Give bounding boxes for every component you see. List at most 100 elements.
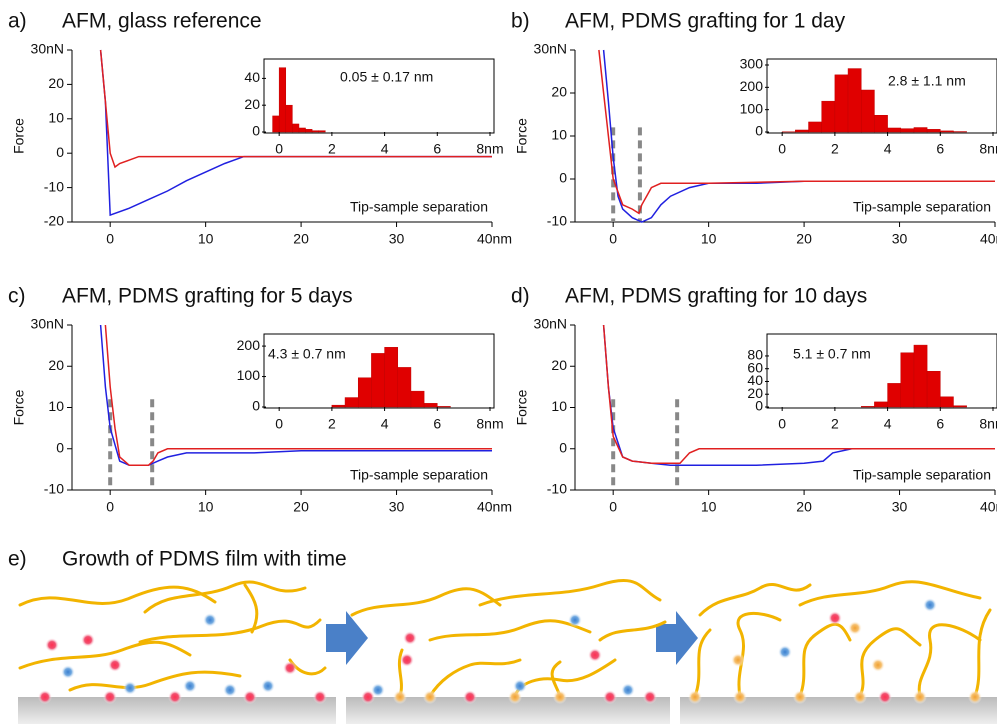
x-tick-label: 20 <box>293 499 309 515</box>
inset-x-tick-label: 2 <box>831 141 839 157</box>
molecule <box>243 690 257 704</box>
curve <box>99 324 492 467</box>
x-tick-label: 20 <box>796 231 812 247</box>
inset-x-tick-label: 4 <box>381 141 389 157</box>
inset-y-tick-label: 40 <box>244 69 260 85</box>
inset-y-tick-label: 0 <box>755 123 763 139</box>
inset-x-tick-label: 6 <box>936 416 944 432</box>
molecule <box>778 645 792 659</box>
inset-annotation: 4.3 ± 0.7 nm <box>268 346 346 362</box>
molecules <box>38 598 982 704</box>
inset-x-tick-label: 8nm <box>979 416 997 432</box>
x-tick-label: 20 <box>293 231 309 247</box>
x-tick-label: 40nm <box>980 499 997 515</box>
arrow <box>326 611 368 665</box>
molecule <box>508 690 522 704</box>
molecule <box>913 690 927 704</box>
molecule <box>123 681 137 695</box>
x-tick-label: 30 <box>892 231 908 247</box>
histogram-bar <box>900 128 915 133</box>
inset-y-tick-label: 20 <box>747 385 763 401</box>
histogram-bar <box>305 129 313 133</box>
y-axis-label: Force <box>514 118 530 154</box>
chain <box>68 670 242 692</box>
panel-title: AFM, glass reference <box>62 10 262 33</box>
chain <box>478 579 662 607</box>
inset-y-tick-label: 60 <box>747 359 763 375</box>
molecule <box>923 598 937 612</box>
molecule <box>393 690 407 704</box>
x-tick-label: 10 <box>198 231 214 247</box>
molecule <box>871 658 885 672</box>
molecule <box>603 690 617 704</box>
molecule <box>45 638 59 652</box>
histogram-bar <box>860 406 875 408</box>
y-tick-label: 30nN <box>31 316 64 332</box>
inset-x-tick-label: 6 <box>936 141 944 157</box>
chain <box>973 608 992 698</box>
chain <box>693 628 712 698</box>
y-tick-label: -10 <box>44 481 64 497</box>
inset-x-tick-label: 0 <box>275 141 283 157</box>
inset-x-tick-label: 0 <box>275 416 283 432</box>
inset-y-tick-label: 0 <box>755 398 763 414</box>
histogram-bar <box>821 100 836 133</box>
curve <box>602 324 995 464</box>
chain <box>243 583 259 634</box>
x-tick-label: 40nm <box>477 499 512 515</box>
molecule <box>183 679 197 693</box>
histogram-bar <box>795 129 809 133</box>
molecule <box>371 683 385 697</box>
histogram-bar <box>298 127 306 133</box>
y-tick-label: 0 <box>559 170 567 186</box>
inset-frame <box>263 58 495 134</box>
chain <box>138 618 322 644</box>
x-tick-label: 40nm <box>980 231 997 247</box>
chain <box>798 580 982 607</box>
y-tick-label: 20 <box>551 357 567 373</box>
molecule <box>621 683 635 697</box>
histogram-bar <box>318 130 326 133</box>
panel-title: AFM, PDMS grafting for 5 days <box>62 285 353 308</box>
molecule <box>423 690 437 704</box>
schematic <box>18 579 997 724</box>
chain <box>428 658 522 698</box>
inset-x-tick-label: 8nm <box>979 141 997 157</box>
histogram-bar <box>423 403 438 408</box>
molecule <box>223 683 237 697</box>
histogram-bar <box>913 344 928 408</box>
x-axis-label: Tip-sample separation <box>853 199 991 215</box>
inset-y-tick-label: 80 <box>747 347 763 363</box>
chain <box>598 620 667 642</box>
molecule <box>108 658 122 672</box>
molecule <box>313 690 327 704</box>
inset-y-tick-label: 40 <box>747 372 763 388</box>
inset-x-tick-label: 4 <box>381 416 389 432</box>
inset-x-tick-label: 2 <box>328 416 336 432</box>
panel-label: d) <box>511 285 530 308</box>
molecule <box>733 690 747 704</box>
histogram-bar <box>292 123 300 133</box>
molecule <box>568 613 582 627</box>
x-tick-label: 0 <box>609 499 617 515</box>
y-axis-label: Force <box>11 389 27 425</box>
molecule <box>283 661 297 675</box>
y-tick-label: 10 <box>551 398 567 414</box>
molecule <box>793 690 807 704</box>
inset-x-tick-label: 4 <box>884 416 892 432</box>
inset-y-tick-label: 0 <box>252 398 260 414</box>
x-axis-label: Tip-sample separation <box>350 199 488 215</box>
molecule <box>463 690 477 704</box>
histogram-bar <box>887 127 902 133</box>
histogram-bar <box>344 397 359 408</box>
x-tick-label: 20 <box>796 499 812 515</box>
histogram-bar <box>847 68 862 133</box>
histogram-bar <box>437 406 451 408</box>
molecule <box>643 690 657 704</box>
histogram-bar <box>874 115 888 133</box>
x-tick-label: 30 <box>892 499 908 515</box>
chain <box>798 622 852 698</box>
histogram-bar <box>940 130 954 133</box>
histogram-bar <box>331 404 346 408</box>
histogram-bar <box>874 401 888 408</box>
